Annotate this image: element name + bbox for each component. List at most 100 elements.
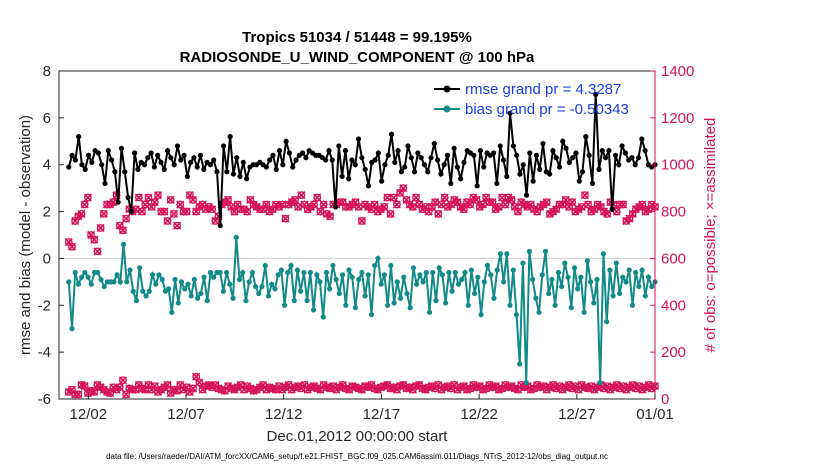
obs-lower-assimilated: [163, 380, 172, 390]
obs-upper-assimilated: [396, 188, 405, 197]
rmse-point: [141, 162, 148, 168]
rmse-point: [461, 159, 467, 165]
obs-lower-assimilated: [144, 380, 153, 390]
rmse-point: [602, 155, 609, 161]
rmse-point: [589, 180, 596, 187]
bias-point: [130, 288, 136, 294]
obs-upper-possible: [138, 207, 146, 216]
obs-upper-assimilated: [501, 200, 510, 209]
x-tick-label: 12/27: [558, 406, 596, 423]
rmse-point: [122, 169, 128, 175]
bias-point: [240, 269, 246, 276]
y-tick-label: 6: [43, 110, 51, 127]
obs-upper-assimilated: [507, 195, 516, 204]
obs-lower-possible: [90, 388, 99, 396]
rmse-point: [181, 152, 187, 158]
obs-upper-assimilated: [185, 191, 194, 200]
bias-point: [359, 269, 365, 276]
obs-upper-assimilated: [466, 200, 475, 209]
rmse-point: [178, 157, 184, 163]
bias-point: [336, 290, 342, 297]
bias-point: [149, 272, 156, 278]
bias-point: [243, 298, 249, 304]
rmse-point: [207, 162, 213, 168]
obs-lower-possible: [163, 381, 172, 389]
obs-lower-assimilated: [118, 376, 127, 385]
obs-upper-possible: [119, 226, 127, 235]
rmse-point: [214, 169, 220, 175]
bias-point: [146, 288, 152, 294]
obs-upper-possible: [434, 210, 443, 218]
rmse-point: [174, 143, 181, 149]
bias-point: [639, 267, 645, 273]
rmse-point: [329, 157, 335, 163]
rmse-point: [339, 173, 345, 180]
rmse-point: [240, 159, 246, 165]
bias-point: [565, 274, 571, 280]
bias-point: [159, 276, 165, 283]
obs-upper-assimilated: [262, 200, 271, 209]
rmse-point: [286, 150, 293, 156]
rmse-point: [234, 155, 240, 161]
bias-point: [220, 288, 226, 294]
bias-point: [137, 265, 143, 271]
obs-upper-assimilated: [478, 200, 488, 209]
bias-point: [310, 307, 317, 313]
rmse-point: [444, 152, 451, 158]
obs-upper-assimilated: [564, 202, 574, 211]
bias-point: [378, 281, 384, 287]
bias-point: [133, 298, 140, 304]
obs-lower-assimilated: [115, 383, 124, 392]
rmse-point: [398, 169, 405, 175]
rmse-point: [458, 176, 464, 182]
bias-point: [417, 272, 423, 278]
rmse-point: [540, 141, 546, 147]
bias-point: [513, 312, 520, 318]
rmse-point: [342, 148, 349, 154]
obs-upper-assimilated: [494, 202, 503, 211]
obs-upper-possible: [90, 235, 99, 244]
obs-upper-possible: [154, 191, 162, 200]
obs-upper-possible: [326, 212, 334, 221]
obs-upper-assimilated: [431, 198, 440, 207]
rmse-point: [355, 136, 362, 142]
x-tick-label: 12/07: [167, 406, 205, 423]
obs-upper-assimilated: [294, 202, 303, 211]
obs-upper-possible: [568, 198, 577, 207]
bias-point: [314, 272, 320, 278]
rmse-point: [108, 157, 115, 163]
legend-rmse-label: rmse grand pr = 4.3287: [465, 81, 621, 98]
obs-upper-assimilated: [87, 230, 96, 240]
obs-upper-assimilated: [596, 202, 605, 211]
bias-point: [356, 276, 362, 283]
bias-point: [600, 251, 607, 257]
bias-point: [285, 269, 291, 276]
rmse-point: [220, 143, 227, 149]
bias-point: [227, 281, 233, 287]
bias-point: [472, 290, 478, 297]
bias-point: [333, 276, 339, 283]
rmse-point: [224, 169, 230, 175]
obs-upper-assimilated: [408, 202, 417, 211]
rmse-point: [635, 155, 642, 161]
bias-point: [488, 272, 494, 278]
rmse-point: [155, 152, 161, 158]
bias-point: [307, 269, 313, 276]
obs-upper-assimilated: [619, 200, 628, 209]
bias-point: [423, 269, 429, 276]
y-tick-label: 2: [43, 204, 51, 221]
bias-point: [604, 319, 610, 325]
obs-upper-assimilated: [278, 200, 287, 209]
rmse-point: [438, 171, 444, 177]
rmse-point: [230, 171, 237, 177]
rmse-point: [408, 155, 414, 161]
bias-point: [491, 295, 497, 301]
rmse-point: [507, 110, 513, 116]
rmse-point: [441, 162, 447, 168]
bias-point: [195, 295, 201, 301]
rmse-point: [573, 150, 579, 156]
y2-axis-label: # of obs: o=possible; ×=assimilated: [702, 118, 719, 353]
obs-upper-assimilated: [99, 209, 108, 218]
rmse-point: [425, 169, 431, 175]
